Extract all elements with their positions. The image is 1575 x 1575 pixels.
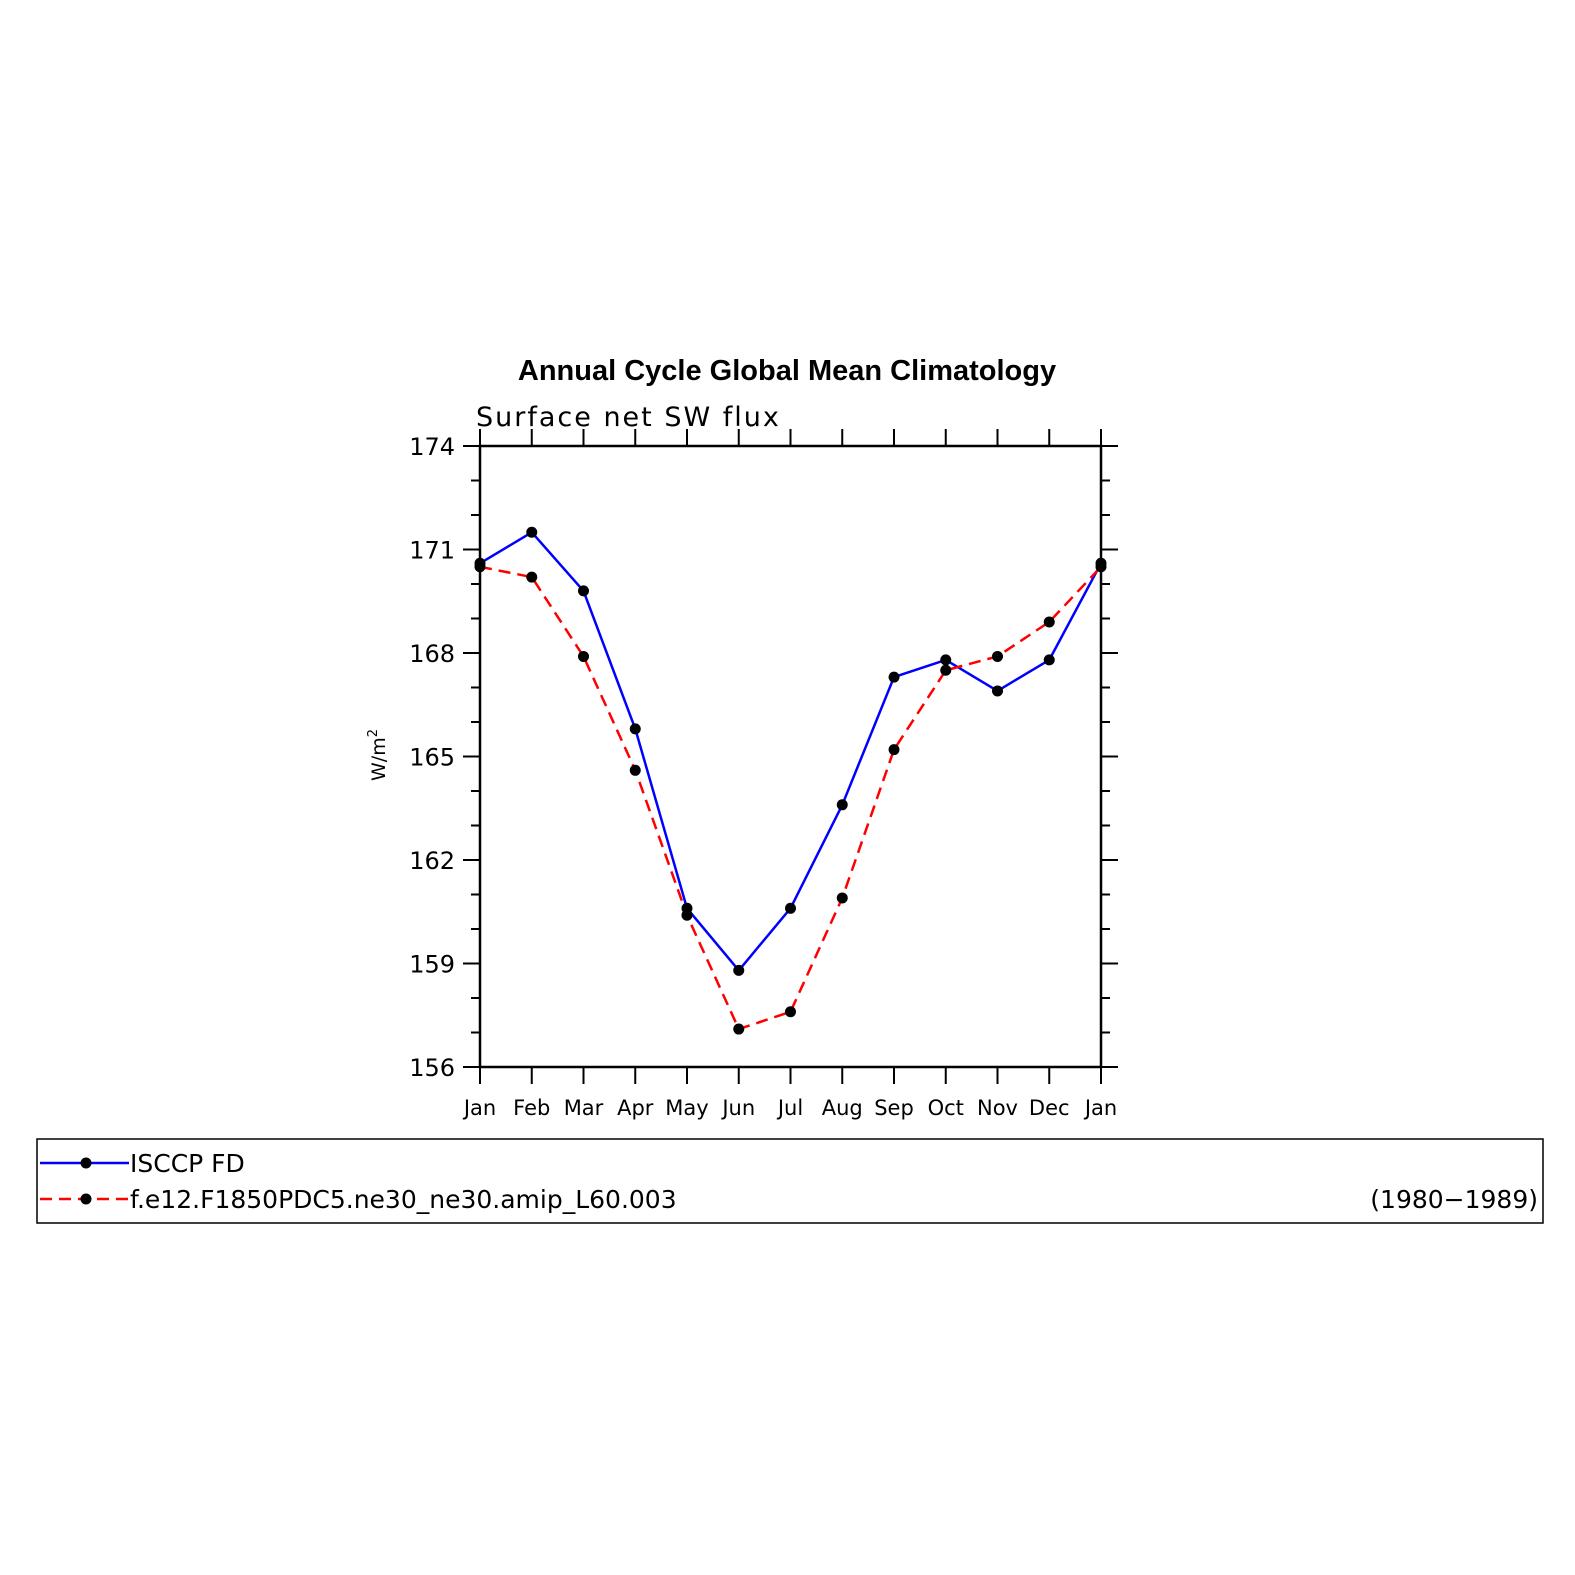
legend-label-model: f.e12.F1850PDC5.ne30_ne30.amip_L60.003 [130, 1185, 677, 1214]
data-point-series-0 [733, 964, 745, 976]
data-point-series-1 [629, 764, 641, 776]
y-tick-label: 159 [409, 951, 455, 979]
x-tick-label: Mar [564, 1096, 604, 1120]
data-point-series-0 [836, 799, 848, 811]
data-point-series-1 [474, 561, 486, 573]
data-point-series-1 [992, 650, 1003, 662]
x-tick-label: Aug [822, 1096, 863, 1120]
x-tick-label: Dec [1029, 1096, 1070, 1120]
data-point-series-0 [888, 671, 900, 683]
data-point-series-1 [733, 1023, 745, 1035]
x-tick-label: Oct [928, 1096, 964, 1120]
data-point-series-0 [940, 654, 952, 666]
x-tick-label: Nov [977, 1096, 1018, 1120]
y-tick-label: 165 [409, 744, 455, 772]
chart-subtitle: Surface net SW flux [476, 402, 781, 433]
x-tick-label: Sep [874, 1096, 914, 1120]
data-point-series-0 [785, 902, 796, 914]
legend-marker-model [80, 1193, 92, 1205]
axes: 156 159 162 165 168 171 174 Jan Feb Mar Apr May Jun J… [409, 429, 1118, 1120]
data-point-series-0 [1043, 654, 1055, 666]
chart-title: Annual Cycle Global Mean Climatology [518, 355, 1056, 387]
x-tick-label: Feb [513, 1096, 550, 1120]
y-axis-label: W/m2 [366, 729, 390, 781]
y-tick-label: 162 [409, 847, 455, 875]
series-markers [474, 526, 1107, 1035]
x-tick-label: May [665, 1096, 708, 1120]
data-point-series-1 [578, 650, 589, 662]
legend-label-isccp-fd: ISCCP FD [130, 1149, 245, 1178]
x-tick-label: Jan [462, 1096, 496, 1120]
legend-period: (1980−1989) [1370, 1185, 1538, 1214]
data-point-series-0 [992, 685, 1003, 697]
data-point-series-1 [785, 1006, 796, 1018]
x-tick-label: Jul [776, 1096, 803, 1120]
data-point-series-1 [940, 664, 952, 676]
legend-box [36, 1138, 1544, 1224]
data-point-series-0 [578, 585, 589, 597]
legend: ISCCP FD f.e12.F1850PDC5.ne30_ne30.amip_… [36, 1138, 1544, 1224]
x-tick-label: Jun [720, 1096, 755, 1120]
x-tick-label: Apr [617, 1096, 654, 1120]
data-point-series-1 [526, 571, 538, 583]
plot-frame [478, 444, 1103, 1069]
data-point-series-1 [1043, 616, 1055, 628]
data-point-series-1 [836, 892, 848, 904]
legend-marker-isccp-fd [80, 1157, 92, 1169]
data-point-series-0 [526, 526, 538, 538]
y-tick-label: 156 [409, 1054, 455, 1082]
series-line-1 [479, 565, 1102, 1031]
data-point-series-1 [681, 909, 693, 921]
data-point-series-1 [1095, 561, 1107, 573]
y-tick-label: 171 [409, 537, 455, 565]
y-axis-label-superscript: 2 [366, 729, 381, 737]
y-tick-label: 168 [409, 640, 455, 668]
data-point-series-1 [888, 744, 900, 756]
series-lines [479, 531, 1103, 1031]
x-tick-label: Jan [1083, 1096, 1117, 1120]
data-point-series-0 [629, 723, 641, 735]
y-tick-label: 174 [409, 433, 455, 461]
